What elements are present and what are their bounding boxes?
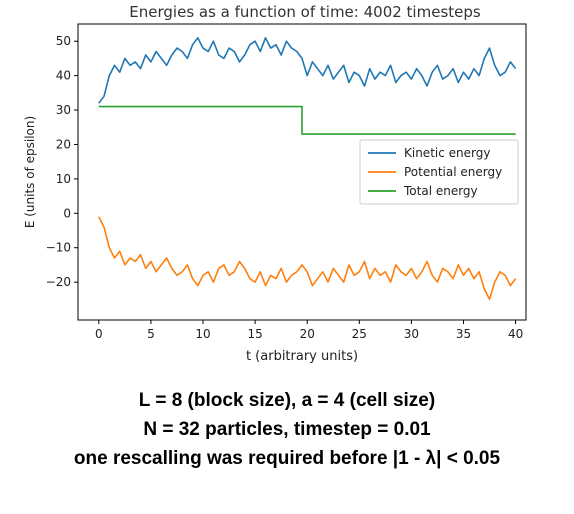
y-tick-label: −10	[46, 241, 71, 255]
legend-label: Potential energy	[404, 165, 502, 179]
y-tick-label: 0	[63, 206, 71, 220]
y-tick-label: 10	[56, 172, 71, 186]
x-tick-label: 5	[147, 327, 155, 341]
x-tick-label: 30	[404, 327, 419, 341]
caption-line-1: L = 8 (block size), a = 4 (cell size)	[138, 390, 436, 411]
y-axis: 50 40 30 20 10 0 −10 −20	[46, 34, 78, 289]
x-tick-label: 10	[195, 327, 210, 341]
y-tick-label: 40	[56, 69, 71, 83]
series-line-1	[98, 216, 517, 301]
chart-title: Energies as a function of time: 4002 tim…	[129, 3, 481, 21]
x-tick-label: 25	[352, 327, 367, 341]
x-tick-label: 40	[508, 327, 523, 341]
x-axis-label: t (arbitrary units)	[246, 349, 358, 364]
series-line-2	[98, 105, 516, 135]
series-line-0	[98, 36, 517, 104]
legend: Kinetic energy Potential energy Total ener…	[359, 139, 519, 205]
legend-label: Kinetic energy	[404, 146, 490, 160]
y-tick-label: 50	[56, 34, 71, 48]
x-tick-label: 0	[95, 327, 103, 341]
x-tick-label: 20	[300, 327, 315, 341]
energy-chart: Energies as a function of time: 4002 tim…	[23, 3, 527, 364]
legend-label: Total energy	[403, 184, 478, 198]
x-axis: 0 5 10 15 20 25 30 35 40	[95, 320, 523, 341]
legend-box	[359, 139, 519, 205]
caption-line-2: N = 32 particles, timestep = 0.01	[143, 419, 431, 440]
y-tick-label: 20	[56, 137, 71, 151]
x-tick-label: 35	[456, 327, 471, 341]
caption-line-3: one rescalling was required before |1 - …	[73, 448, 501, 469]
y-tick-label: −20	[46, 275, 71, 289]
y-axis-label: E (units of epsilon)	[23, 116, 37, 228]
plot-area	[77, 23, 527, 321]
x-tick-label: 15	[247, 327, 262, 341]
series-lines	[98, 36, 517, 301]
y-tick-label: 30	[56, 103, 71, 117]
